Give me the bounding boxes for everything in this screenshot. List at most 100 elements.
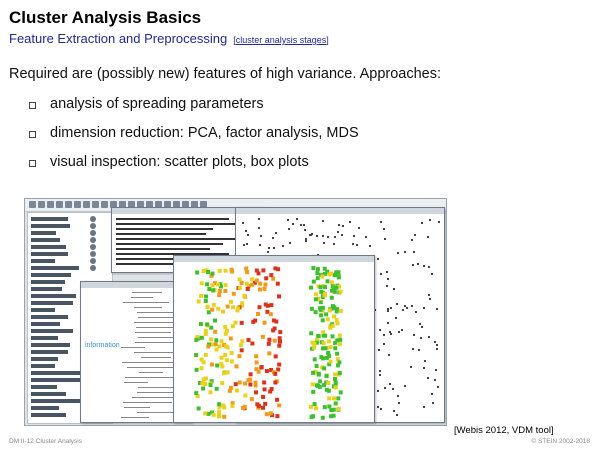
matrix-point	[380, 220, 383, 223]
scatter-point	[230, 404, 235, 409]
matrix-point	[296, 218, 299, 220]
scatter-point	[333, 272, 338, 277]
text-line	[116, 228, 213, 230]
scatter-point	[217, 344, 222, 349]
scatter-point	[276, 367, 281, 372]
scatter-point	[201, 386, 206, 391]
sidebar-row	[31, 315, 68, 319]
scatter-point	[196, 299, 201, 304]
matrix-point	[268, 247, 271, 250]
scatter-point	[338, 337, 343, 342]
matrix-point	[364, 236, 367, 239]
scatter-point	[208, 383, 213, 387]
square-bullet-icon	[29, 131, 36, 138]
text-line	[116, 223, 237, 225]
scatter-point	[315, 267, 320, 272]
toolbar-tool-icon	[29, 201, 36, 208]
scatter-point	[311, 266, 316, 271]
scatter-point	[209, 337, 213, 342]
scatter-point	[325, 317, 330, 322]
stages-link-text[interactable]: cluster analysis stages	[235, 35, 327, 45]
scatter-point	[336, 396, 341, 401]
tree-branch	[134, 322, 178, 323]
sidebar-row	[31, 399, 82, 403]
matrix-point	[327, 235, 330, 238]
scatter-point	[277, 362, 282, 367]
matrix-point	[348, 221, 351, 224]
scatter-point	[334, 285, 339, 290]
scatter-point	[321, 356, 325, 361]
scatter-point	[267, 337, 272, 342]
scatter-point	[210, 307, 215, 312]
matrix-point	[433, 379, 436, 382]
matrix-point	[304, 238, 307, 241]
matrix-point	[376, 389, 379, 392]
scatter-point	[324, 355, 329, 360]
toolbar-tool-icon	[92, 201, 99, 208]
scatter-point	[198, 381, 202, 385]
scatter-point	[228, 385, 233, 390]
stages-link[interactable]: [cluster analysis stages]	[233, 35, 329, 45]
scatter-point	[332, 289, 337, 294]
matrix-point	[305, 240, 308, 243]
tree-branch	[135, 342, 195, 343]
sidebar-dot-icon	[90, 265, 96, 271]
scatter-point	[210, 410, 214, 415]
scatter-point	[256, 403, 261, 408]
scatter-point	[273, 266, 278, 271]
scatter-point	[223, 289, 228, 293]
square-bullet-icon	[29, 160, 36, 167]
scatter-point	[239, 280, 244, 285]
scatter-point	[275, 281, 280, 286]
scatter-plot	[194, 266, 343, 420]
scatter-point	[333, 340, 338, 345]
matrix-point	[401, 309, 404, 312]
matrix-point	[377, 405, 380, 408]
matrix-point	[411, 239, 414, 242]
matrix-point	[383, 334, 386, 337]
sidebar-dot-icon	[90, 237, 96, 243]
matrix-point	[258, 244, 261, 247]
scatter-point	[199, 281, 204, 286]
matrix-point	[355, 244, 358, 247]
scatter-point	[211, 412, 216, 417]
text-line	[116, 218, 230, 220]
matrix-point	[419, 322, 422, 325]
matrix-point	[391, 387, 394, 390]
bullet-text: analysis of spreading parameters	[50, 96, 264, 112]
scatter-point	[273, 354, 278, 359]
scatter-point	[261, 395, 266, 399]
scatter-point	[235, 388, 239, 393]
scatter-point	[315, 276, 320, 281]
scatter-point	[223, 325, 228, 329]
scatter-point	[230, 269, 235, 274]
matrix-point	[383, 343, 386, 346]
tree-branch	[121, 347, 145, 348]
scatter-point	[325, 279, 330, 284]
toolbar-tool-icon	[47, 201, 54, 208]
matrix-point	[309, 234, 312, 237]
scatter-point	[317, 384, 322, 389]
scatter-point	[217, 289, 222, 293]
scatter-point	[321, 330, 326, 335]
sidebar-row	[31, 224, 70, 228]
scatter-point	[194, 337, 199, 342]
scatter-point	[263, 302, 268, 307]
scatter-point	[200, 381, 205, 386]
scatter-point	[323, 346, 328, 351]
scatter-point	[233, 320, 238, 325]
sidebar-row	[31, 392, 67, 396]
scatter-point	[274, 319, 279, 324]
scatter-point	[196, 406, 201, 411]
scatter-point	[312, 341, 317, 346]
scatter-point	[203, 376, 208, 381]
text-line	[116, 233, 207, 235]
bullet-text: dimension reduction: PCA, factor analysi…	[50, 125, 359, 141]
scatter-point	[233, 382, 238, 387]
matrix-point	[414, 234, 417, 237]
scatter-point	[230, 401, 235, 406]
matrix-point	[431, 401, 434, 404]
scatter-point	[209, 273, 214, 278]
matrix-point	[423, 307, 426, 310]
scatter-point	[214, 347, 219, 352]
